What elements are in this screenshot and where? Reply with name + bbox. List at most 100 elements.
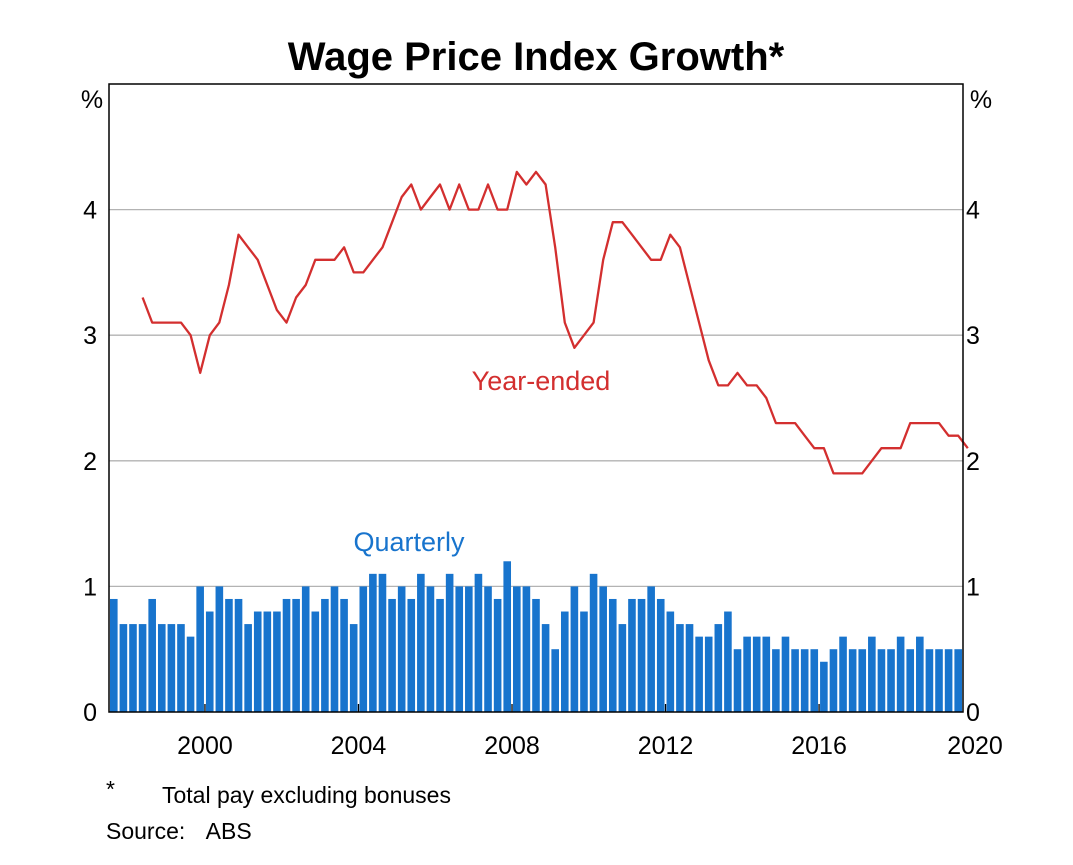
quarterly-bar <box>369 573 377 712</box>
quarterly-bar <box>829 649 838 712</box>
quarterly-bar <box>484 586 492 712</box>
quarterly-bar <box>225 598 233 712</box>
quarterly-bar <box>887 649 895 712</box>
quarterly-bar <box>330 586 339 712</box>
quarterly-bar <box>685 624 694 712</box>
quarterly-bar <box>186 636 195 712</box>
quarterly-bar <box>599 586 607 712</box>
quarterly-bar <box>445 573 454 712</box>
quarterly-bar <box>916 636 924 712</box>
quarterly-bar <box>560 611 569 712</box>
quarterly-bar <box>474 573 483 712</box>
quarterly-bar <box>148 598 156 712</box>
quarterly-bar <box>589 573 598 712</box>
quarterly-bar <box>714 624 723 712</box>
x-tick-label: 2004 <box>331 732 387 760</box>
year-ended-label: Year-ended <box>472 366 611 396</box>
x-tick-label: 2000 <box>177 732 233 760</box>
quarterly-bar <box>205 611 214 712</box>
quarterly-bar <box>119 624 128 712</box>
quarterly-bar <box>196 586 204 712</box>
quarterly-bars <box>110 561 962 712</box>
quarterly-bar <box>896 636 905 712</box>
quarterly-bar <box>906 649 915 712</box>
quarterly-bar <box>944 649 953 712</box>
quarterly-bar <box>129 624 137 712</box>
quarterly-bar <box>455 586 464 712</box>
year-ended-line <box>141 170 969 475</box>
plot-frame <box>108 83 964 713</box>
y-tick-label-left: 2 <box>83 448 97 476</box>
footnote-marker: * <box>106 776 115 802</box>
quarterly-bar <box>378 573 387 712</box>
quarterly-bar <box>110 598 118 712</box>
quarterly-bar <box>608 598 617 712</box>
quarterly-bar <box>858 649 867 712</box>
source-label: Source: <box>106 818 186 844</box>
y-tick-label-right: 0 <box>966 699 980 727</box>
quarterly-bar <box>618 624 627 712</box>
x-tick-label: 2008 <box>484 732 540 760</box>
quarterly-bar <box>503 561 512 712</box>
quarterly-bar <box>570 586 579 712</box>
quarterly-bar <box>397 586 406 712</box>
quarterly-bar <box>810 649 819 712</box>
source-note: Source: ABS <box>106 818 252 845</box>
quarterly-bar <box>752 636 761 712</box>
quarterly-bar <box>580 611 588 712</box>
quarterly-bar <box>733 649 742 712</box>
quarterly-bar <box>417 573 425 712</box>
quarterly-bar <box>848 649 857 712</box>
x-tick-label: 2016 <box>791 732 847 760</box>
left-unit-label: % <box>81 86 103 114</box>
quarterly-bar <box>541 624 550 712</box>
quarterly-bar <box>157 624 166 712</box>
quarterly-bar <box>177 624 185 712</box>
quarterly-bar <box>935 649 943 712</box>
quarterly-bar <box>407 598 416 712</box>
quarterly-bar <box>628 598 636 712</box>
quarterly-bar <box>820 661 828 712</box>
year-ended-series-line <box>141 170 969 475</box>
quarterly-bar <box>839 636 847 712</box>
quarterly-bar <box>263 611 272 712</box>
axes <box>108 83 964 713</box>
x-tick-label: 2020 <box>947 732 1003 760</box>
quarterly-bar <box>253 611 262 712</box>
quarterly-bar <box>647 586 655 712</box>
chart-title: Wage Price Index Growth* <box>288 35 785 79</box>
y-tick-label-left: 3 <box>83 322 97 350</box>
quarterly-bar <box>215 586 224 712</box>
footnote: * Total pay excluding bonuses <box>106 776 451 808</box>
quarterly-bar <box>426 586 435 712</box>
quarterly-bar <box>772 649 780 712</box>
quarterly-bar <box>493 598 502 712</box>
quarterly-bar <box>301 586 310 712</box>
quarterly-bar <box>349 624 358 712</box>
quarterly-bar <box>704 636 713 712</box>
quarterly-bar <box>436 598 444 712</box>
tick-labels: 0 0 1 1 2 2 3 3 4 4 2000 2004 2008 2012 2016 2020 <box>83 197 1003 760</box>
right-unit-label: % <box>970 86 992 114</box>
quarterly-bar <box>234 598 243 712</box>
quarterly-label: Quarterly <box>353 527 465 557</box>
quarterly-bar <box>282 598 291 712</box>
quarterly-bar <box>340 598 348 712</box>
quarterly-bar <box>868 636 876 712</box>
quarterly-bar <box>359 586 368 712</box>
footnote-text: Total pay excluding bonuses <box>162 782 451 808</box>
quarterly-bar <box>877 649 886 712</box>
y-tick-label-left: 4 <box>83 197 97 225</box>
quarterly-bar <box>465 586 473 712</box>
y-tick-label-right: 1 <box>966 573 980 601</box>
y-tick-label-left: 1 <box>83 573 97 601</box>
quarterly-bar <box>762 636 771 712</box>
quarterly-bar <box>522 586 531 712</box>
quarterly-bar <box>724 611 732 712</box>
quarterly-bar <box>695 636 703 712</box>
quarterly-bar <box>676 624 684 712</box>
x-tick-label: 2012 <box>638 732 694 760</box>
quarterly-bar <box>666 611 675 712</box>
quarterly-bar <box>954 649 962 712</box>
